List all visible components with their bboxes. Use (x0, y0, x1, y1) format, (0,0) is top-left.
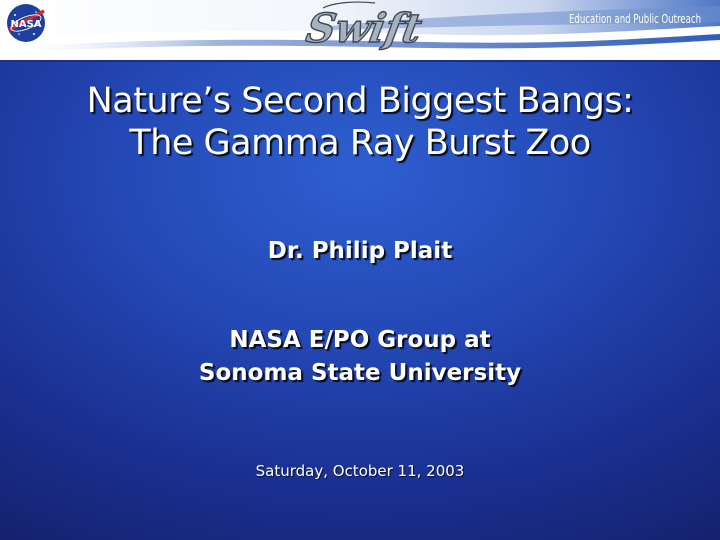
swift-logo-text: Swift (305, 4, 425, 52)
presentation-date: Saturday, October 11, 2003 (255, 462, 465, 480)
slide-title: Nature’s Second Biggest Bangs: The Gamma… (0, 80, 720, 164)
author-name: Dr. Philip Plait (267, 238, 453, 264)
affiliation-line-1: NASA E/PO Group at (229, 327, 491, 353)
outreach-tagline-text: Education and Public Outreach (569, 12, 701, 26)
slide-body: Nature’s Second Biggest Bangs: The Gamma… (0, 62, 720, 540)
title-line-1: Nature’s Second Biggest Bangs: (86, 81, 634, 121)
affiliation: NASA E/PO Group at Sonoma State Universi… (0, 324, 720, 390)
affiliation-line-2: Sonoma State University (198, 360, 522, 386)
title-line-2: The Gamma Ray Burst Zoo (129, 123, 591, 163)
swift-logo: Swift (302, 0, 426, 58)
header-banner (0, 0, 720, 62)
outreach-tagline: Education and Public Outreach (568, 10, 718, 28)
nasa-logo-text: NASA (10, 19, 41, 30)
nasa-logo: NASA (6, 3, 46, 43)
